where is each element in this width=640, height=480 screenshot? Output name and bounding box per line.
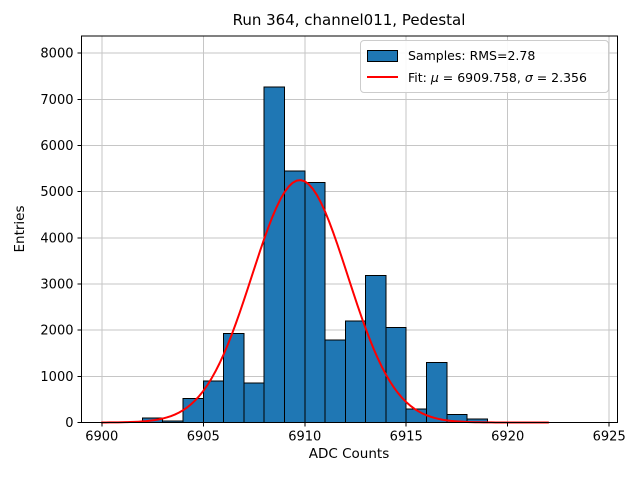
x-axis-label: ADC Counts [308,446,390,462]
x-tick-label: 6910 [288,430,321,445]
histogram-bar [426,362,448,424]
y-tick-label: 6000 [40,139,73,154]
histogram-bar [283,170,306,423]
x-tick-label: 6905 [187,430,220,445]
histogram-bar [385,326,407,423]
axes-spines [81,35,618,423]
y-tick-label: 1000 [40,370,73,385]
y-tick-label: 3000 [40,277,73,292]
legend-fit-label: Fit: μ = 6909.758, σ = 2.356 [408,69,587,85]
x-tick-label: 6920 [491,430,524,445]
legend: Samples: RMS=2.78 Fit: μ = 6909.758, σ =… [360,40,609,93]
x-tick-label: 6900 [85,430,118,445]
chart-title: Run 364, channel011, Pedestal [232,11,466,29]
histogram-bar [243,382,265,423]
y-tick-label: 5000 [40,185,73,200]
histogram-bar [344,320,367,423]
legend-item-fit: Fit: μ = 6909.758, σ = 2.356 [367,70,600,85]
y-tick-label: 7000 [40,93,73,108]
histogram-bar [304,181,326,423]
x-tick-label: 6915 [390,430,423,445]
y-tick-label: 4000 [40,231,73,246]
x-tick-label: 6925 [593,430,626,445]
legend-item-samples: Samples: RMS=2.78 [367,48,600,63]
y-tick-label: 0 [65,416,73,431]
y-tick-label: 2000 [40,324,73,339]
fit-line-swatch-icon [367,76,398,79]
legend-samples-label: Samples: RMS=2.78 [408,48,536,64]
histogram-bar [324,339,346,423]
histogram-bar [365,275,387,424]
histogram-bar [263,86,285,424]
y-axis-label: Entries [12,205,28,253]
y-tick-label: 8000 [40,47,73,62]
samples-swatch-icon [367,49,398,62]
